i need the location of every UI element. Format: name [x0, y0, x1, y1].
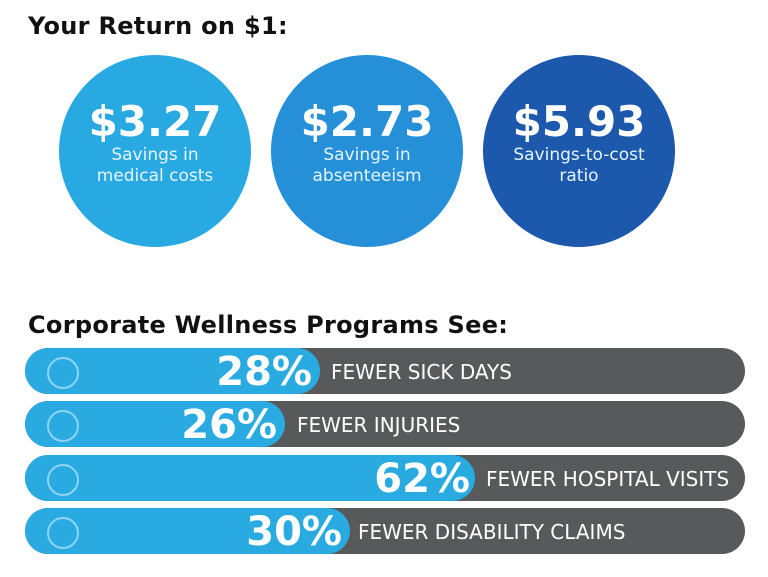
stat-bar: 28% FEWER SICK DAYS	[25, 348, 745, 394]
stat-percent: 62%	[374, 456, 470, 501]
return-circle: $3.27 Savings in medical costs	[59, 55, 251, 247]
icon	[47, 464, 79, 496]
stat-bar: 62% FEWER HOSPITAL VISITS	[25, 455, 745, 501]
icon	[47, 517, 79, 549]
stat-percent: 26%	[181, 402, 277, 447]
stat-percent: 30%	[246, 509, 342, 554]
stat-label: FEWER SICK DAYS	[331, 360, 512, 384]
return-label: Savings-to-cost	[513, 145, 645, 165]
return-label: Savings in	[111, 145, 199, 165]
stat-label: FEWER INJURIES	[297, 413, 461, 437]
return-circle: $5.93 Savings-to-cost ratio	[483, 55, 675, 247]
return-circle: $2.73 Savings in absenteeism	[271, 55, 463, 247]
icon	[47, 357, 79, 389]
stat-fill	[25, 508, 350, 554]
section-title: Corporate Wellness Programs See:	[28, 311, 509, 339]
return-label: absenteeism	[312, 166, 422, 186]
return-value: $2.73	[300, 97, 434, 146]
stat-percent: 28%	[216, 349, 312, 394]
stat-bar: 26% FEWER INJURIES	[25, 401, 745, 447]
title: Your Return on $1:	[28, 12, 288, 40]
return-value: $3.27	[88, 97, 222, 146]
return-label: ratio	[559, 166, 599, 186]
return-label: medical costs	[96, 166, 214, 186]
return-value: $5.93	[512, 97, 646, 146]
stat-label: FEWER DISABILITY CLAIMS	[358, 520, 626, 544]
stat-fill	[25, 455, 475, 501]
return-label: Savings in	[323, 145, 411, 165]
icon	[47, 410, 79, 442]
stat-bar: 30% FEWER DISABILITY CLAIMS	[25, 508, 745, 554]
stat-label: FEWER HOSPITAL VISITS	[486, 467, 730, 491]
